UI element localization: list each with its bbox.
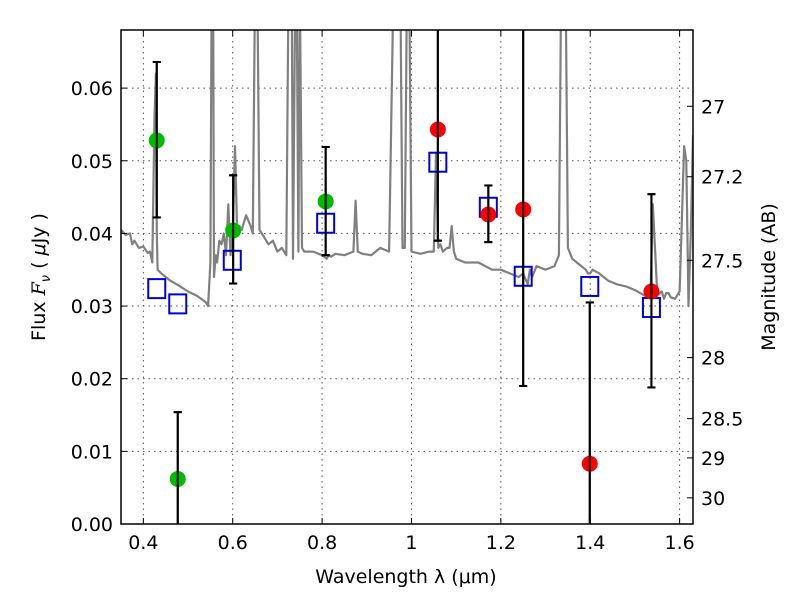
right-tick-label: 28: [701, 348, 725, 370]
blue-model-square-marker: [168, 293, 188, 315]
x-tick-label: 1.2: [486, 532, 516, 554]
x-tick-label: 0.6: [218, 532, 248, 554]
x-tick-label: 1.4: [575, 532, 605, 554]
right-axis-title: Magnitude (AB): [758, 203, 780, 351]
y-tick-label: 0.04: [71, 223, 113, 245]
right-tick-label: 27.5: [701, 250, 743, 272]
y-axis-title: Flux Fν ( μJy ): [28, 213, 54, 341]
model-spectrum-line: [121, 30, 693, 308]
blue-model-square-marker: [580, 275, 600, 297]
blue-model-square-marker: [147, 278, 167, 300]
right-tick-label: 27: [701, 96, 725, 118]
x-tick-label: 1.6: [664, 532, 694, 554]
y-tick-label: 0.00: [71, 514, 113, 536]
y-axis-title-unit: (: [28, 255, 50, 275]
y-tick-label: 0.02: [71, 369, 113, 391]
y-tick-label: 0.05: [71, 151, 113, 173]
x-tick-label: 0.8: [307, 532, 337, 554]
plot-frame: [120, 29, 694, 525]
y-axis-title-subscript: ν: [39, 275, 54, 282]
ticks: 0.4 0.6 0.8 1 1.2 1.4 1.6 0.00 0.01 0.02 0.03 0.04 0…: [71, 30, 743, 554]
right-tick-label: 28.5: [701, 409, 743, 431]
right-tick-label: 30: [701, 488, 725, 510]
y-axis-title-mu: μ: [28, 243, 50, 256]
y-axis-title-symbol: F: [28, 281, 50, 296]
y-axis-title-flux: Flux: [28, 295, 50, 341]
x-tick-label: 1: [405, 532, 417, 554]
y-tick-label: 0.06: [71, 78, 113, 100]
spectrum-layer: [121, 30, 693, 308]
marker-layer: [147, 30, 661, 524]
x-axis-title: Wavelength λ (μm): [315, 566, 496, 588]
y-tick-label: 0.03: [71, 296, 113, 318]
errorbar-layer: [152, 30, 656, 524]
right-tick-label: 29: [701, 448, 725, 470]
y-axis-title-jy: Jy ): [28, 213, 50, 244]
right-tick-label: 27.2: [701, 167, 743, 189]
y-tick-label: 0.01: [71, 441, 113, 463]
x-tick-label: 0.4: [128, 532, 158, 554]
